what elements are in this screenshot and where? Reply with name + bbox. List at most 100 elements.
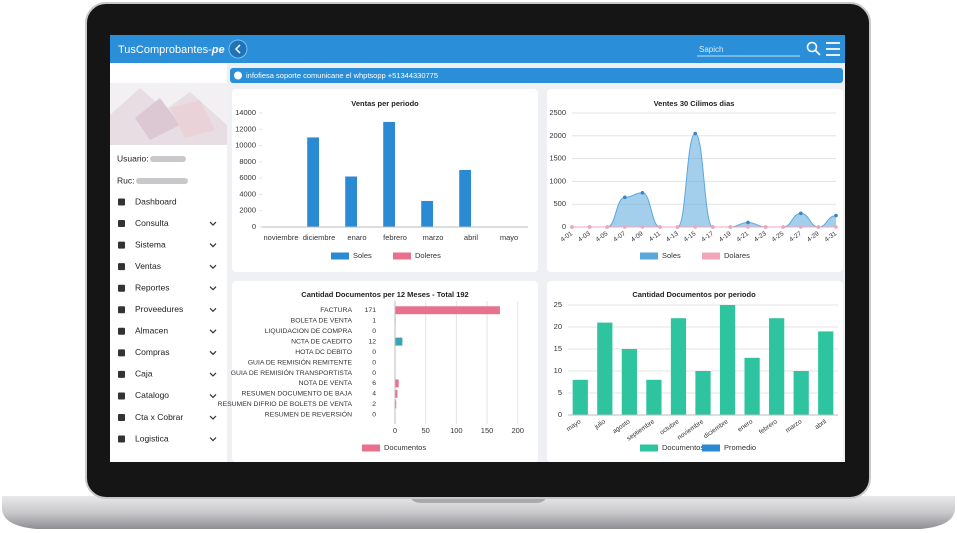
search-icon[interactable] xyxy=(806,41,818,53)
bar xyxy=(421,200,433,227)
ruc-blurred xyxy=(136,178,188,184)
value-label: 2 xyxy=(372,401,376,408)
menu-item[interactable]: Ventas xyxy=(135,261,161,271)
y-tick-label: 5 xyxy=(558,388,562,397)
point xyxy=(799,211,803,216)
point xyxy=(711,225,715,229)
chevron xyxy=(209,221,217,226)
menu-item[interactable]: Consulta xyxy=(135,218,169,228)
x-tick-label: 100 xyxy=(450,426,463,435)
value-label: 0 xyxy=(372,359,376,366)
point xyxy=(834,225,838,229)
menu-item[interactable]: Caja xyxy=(135,369,153,379)
chart-title: Ventas per periodo xyxy=(351,99,419,108)
notice-bar xyxy=(230,68,843,83)
legend-label: Dolares xyxy=(724,251,750,260)
legend-label: Documentos xyxy=(662,443,704,452)
bar xyxy=(818,331,834,415)
y-tick-label: 15 xyxy=(554,344,562,353)
legend-label: Documentos xyxy=(384,443,426,452)
user-label: Usuario: xyxy=(117,153,149,163)
bar xyxy=(744,357,760,415)
point xyxy=(640,225,645,229)
menu-item[interactable]: Almacen xyxy=(135,326,168,336)
point xyxy=(675,225,680,229)
value-label: 6 xyxy=(372,380,376,387)
menu-item[interactable]: Sistema xyxy=(135,239,166,249)
brand: TusComprobantes-pe xyxy=(118,44,225,56)
y-tick-label: 10 xyxy=(554,366,562,375)
bar xyxy=(383,121,395,227)
bar xyxy=(395,400,397,409)
menu-item[interactable]: Logistica xyxy=(135,433,169,443)
bar xyxy=(597,322,613,415)
user-blurred xyxy=(150,156,186,162)
bar xyxy=(670,318,687,415)
menu-icon xyxy=(118,284,125,292)
menu-item[interactable]: Catalogo xyxy=(135,390,169,400)
menu-item[interactable]: Dashboard xyxy=(135,196,177,206)
x-tick-label: enaro xyxy=(347,233,366,242)
legend-swatch xyxy=(640,444,658,452)
bar xyxy=(395,379,399,388)
category-label: HOTA DC DEBITO xyxy=(295,349,352,356)
menu-icon[interactable] xyxy=(826,42,840,56)
bar xyxy=(459,170,471,227)
x-tick-label: diciembre xyxy=(303,233,336,242)
chevron xyxy=(209,264,217,269)
menu-item[interactable]: Proveedures xyxy=(135,304,183,314)
menu-item[interactable]: Reportes xyxy=(135,282,170,292)
value-label: 4 xyxy=(372,391,376,398)
x-tick-label: abril xyxy=(464,233,479,242)
category-label: RESUMEN DE REVERSIÓN xyxy=(265,410,352,419)
legend-swatch xyxy=(393,252,411,260)
point xyxy=(693,131,697,136)
menu-icon xyxy=(118,263,125,271)
point xyxy=(623,225,627,229)
point xyxy=(834,213,838,218)
point xyxy=(623,195,627,200)
legend-swatch xyxy=(640,252,658,260)
menu-item[interactable]: Cta x Cobrar xyxy=(135,412,183,422)
menu-item[interactable]: Compras xyxy=(135,347,169,357)
bar xyxy=(395,306,500,315)
y-tick-label: 6000 xyxy=(239,173,256,182)
x-tick-label: noviembre xyxy=(263,233,298,242)
point xyxy=(816,225,821,229)
value-label: 0 xyxy=(372,328,376,335)
point xyxy=(799,225,803,229)
y-tick-label: 14000 xyxy=(235,108,256,117)
legend-swatch xyxy=(702,444,720,452)
x-tick-label: mayo xyxy=(500,233,518,242)
menu-icon xyxy=(118,327,125,335)
category-label: NOTA DE VENTA xyxy=(299,380,353,387)
category-label: GUIA DE REMISIÓN REMITENTE xyxy=(248,357,353,366)
point xyxy=(746,220,750,225)
y-tick-label: 1500 xyxy=(549,154,566,163)
y-tick-label: 2000 xyxy=(239,206,256,215)
search-input[interactable]: Sapich xyxy=(699,45,723,54)
x-tick-label: 50 xyxy=(422,426,430,435)
point xyxy=(693,225,697,229)
chevron xyxy=(209,372,217,377)
y-tick-label: 1000 xyxy=(549,176,566,185)
chart-title: Cantidad Documentos por periodo xyxy=(632,290,756,299)
collapse-button[interactable] xyxy=(228,39,248,59)
laptop-base xyxy=(2,496,955,529)
notice-text: infofiesa soporte comunicane el whptsopp… xyxy=(246,71,438,80)
chevron xyxy=(209,394,217,399)
bar xyxy=(695,371,711,415)
chart-title: Cantidad Documentos per 12 Meses - Total… xyxy=(301,290,468,299)
menu-icon xyxy=(118,349,125,357)
bar xyxy=(395,337,403,346)
point xyxy=(587,225,592,229)
category-label: LIQUIDACION DE COMPRA xyxy=(265,328,353,335)
bar xyxy=(621,349,637,415)
legend-label: Soles xyxy=(662,251,681,260)
banner-shape xyxy=(170,100,215,138)
menu-icon xyxy=(118,435,125,443)
chevron xyxy=(209,415,217,420)
value-label: 171 xyxy=(365,307,377,314)
category-label: GUIA DE REMISIÓN TRANSPORTISTA xyxy=(231,368,353,377)
